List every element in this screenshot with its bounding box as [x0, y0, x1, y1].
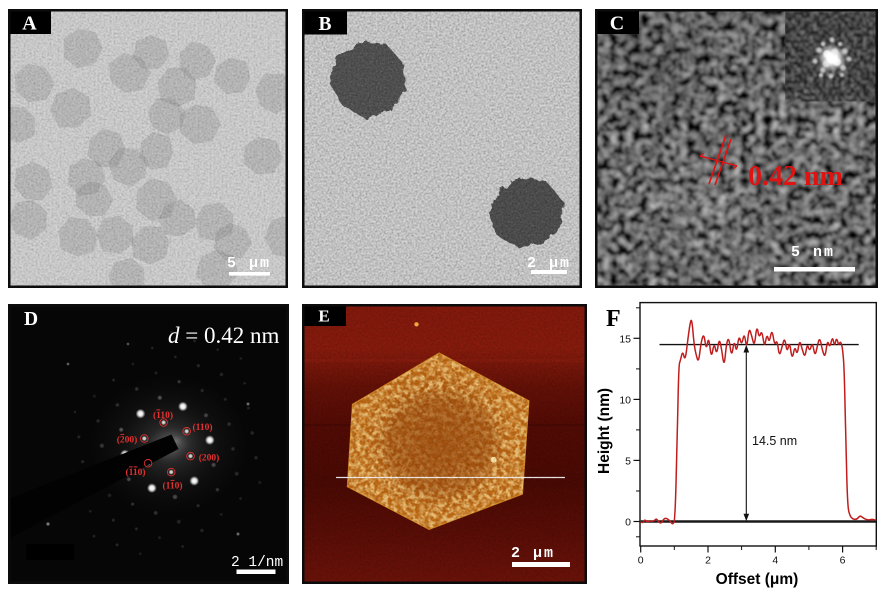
svg-text:2 μm: 2 μm [511, 545, 555, 562]
svg-text:A: A [22, 13, 37, 35]
svg-text:(110): (110) [125, 467, 145, 478]
svg-text:0.42 nm: 0.42 nm [748, 161, 843, 192]
svg-text:(110): (110) [192, 422, 212, 433]
svg-text:F: F [606, 306, 621, 332]
svg-text:D: D [24, 309, 38, 330]
svg-text:15: 15 [619, 333, 631, 345]
svg-text:B: B [318, 14, 331, 35]
svg-text:(110): (110) [162, 481, 182, 492]
svg-text:C: C [610, 13, 624, 35]
svg-text:5: 5 [625, 455, 631, 467]
svg-text:5 nm: 5 nm [791, 244, 835, 261]
svg-text:E: E [318, 307, 329, 326]
svg-text:Offset (μm): Offset (μm) [716, 571, 799, 588]
svg-text:10: 10 [619, 394, 631, 406]
svg-text:5 μm: 5 μm [227, 255, 271, 272]
svg-text:2 1/nm: 2 1/nm [231, 555, 283, 571]
svg-text:2 μm: 2 μm [527, 255, 571, 272]
svg-text:(200): (200) [199, 453, 220, 464]
svg-text:2: 2 [705, 555, 711, 567]
svg-text:0: 0 [638, 555, 644, 567]
svg-text:14.5 nm: 14.5 nm [752, 434, 797, 448]
svg-text:(200): (200) [117, 435, 138, 446]
svg-text:d = 0.42 nm: d = 0.42 nm [168, 323, 279, 348]
svg-text:Height (nm): Height (nm) [596, 388, 613, 474]
svg-text:(110): (110) [153, 410, 173, 421]
svg-text:6: 6 [840, 555, 846, 567]
svg-text:4: 4 [772, 555, 778, 567]
svg-text:0: 0 [625, 517, 631, 529]
